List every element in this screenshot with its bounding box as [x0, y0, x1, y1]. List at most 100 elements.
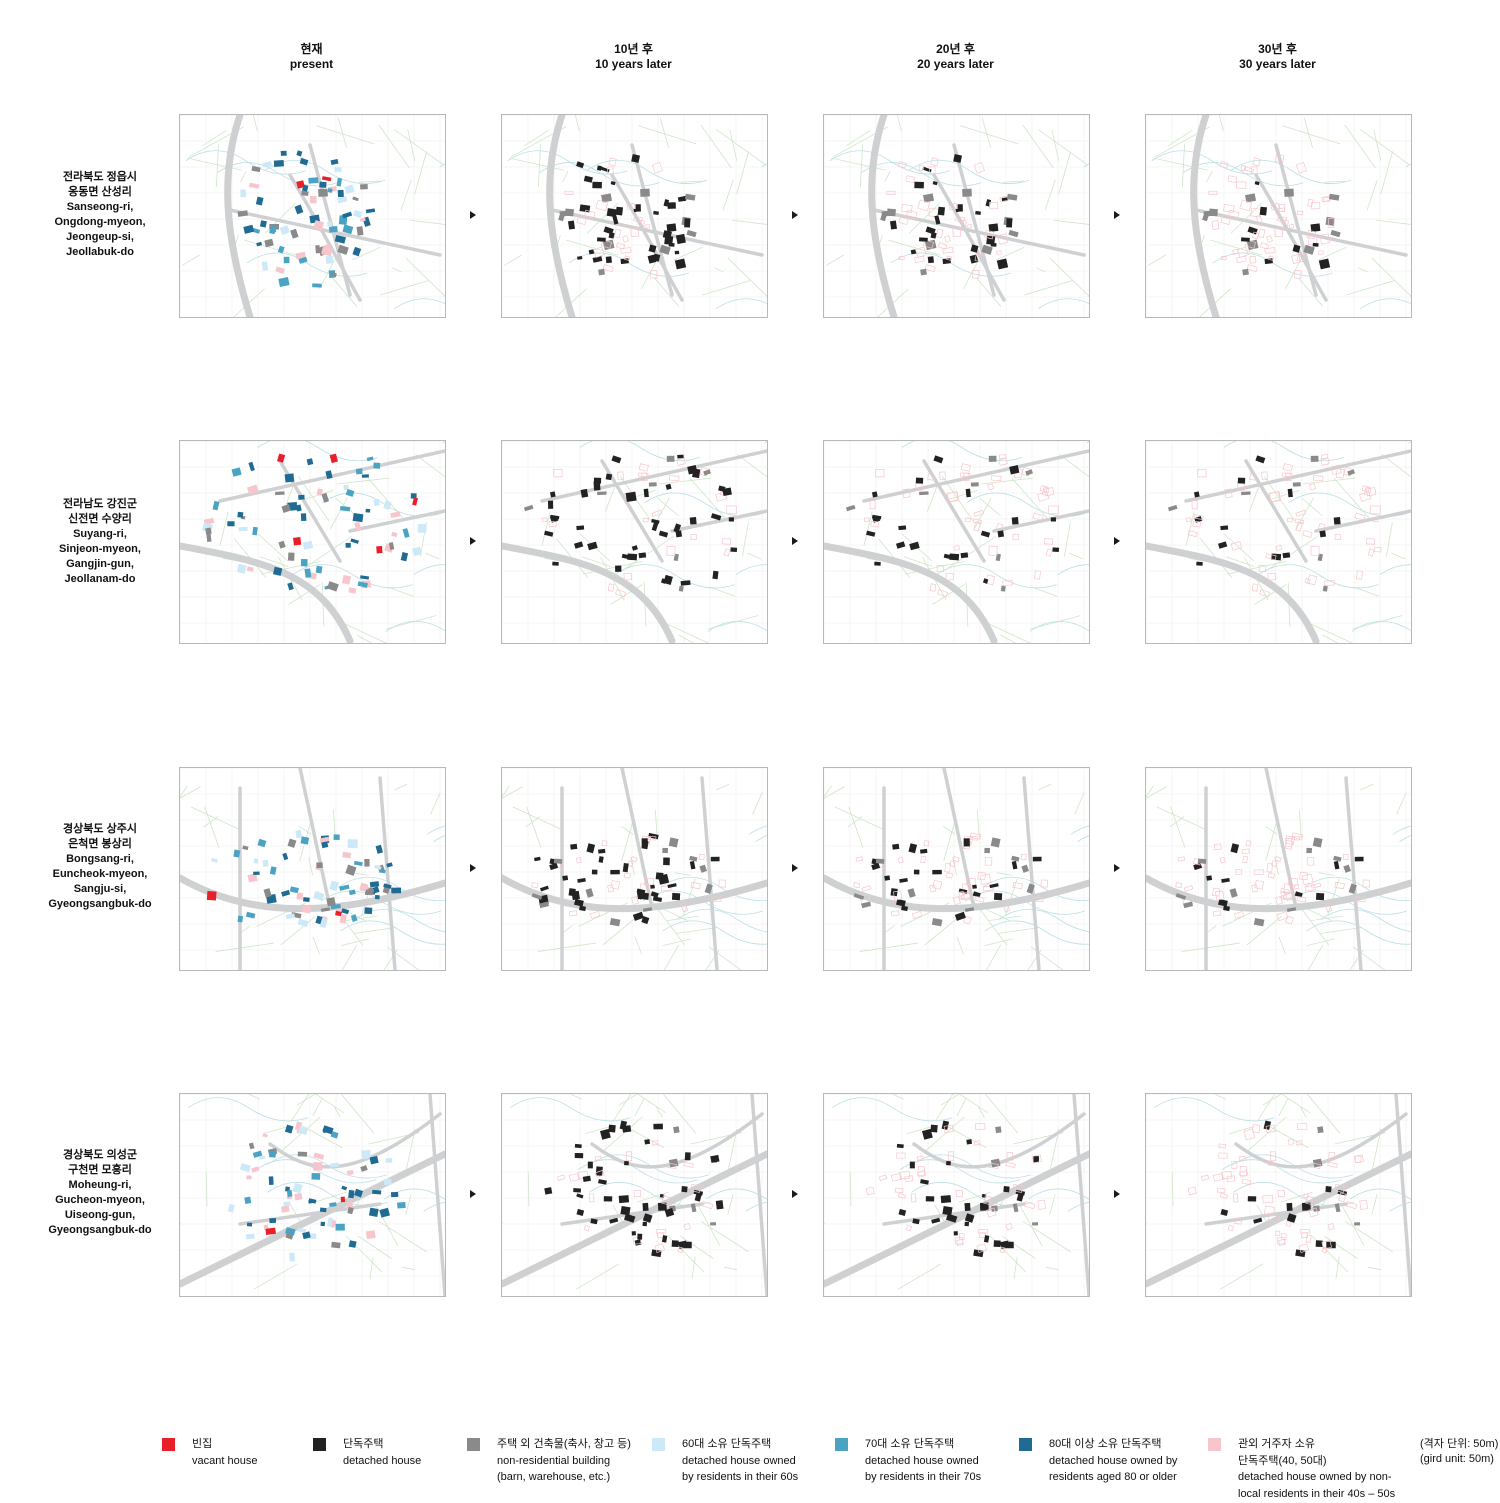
row-label-line: Ongdong-myeon, — [54, 216, 146, 228]
field-parcel-line — [180, 786, 201, 799]
former-building-outline — [657, 1232, 664, 1239]
former-building-outline — [973, 161, 985, 174]
former-building-outline — [1287, 1138, 1295, 1145]
former-building-outline — [622, 235, 629, 243]
building — [684, 218, 691, 228]
former-building-outline — [1284, 915, 1294, 925]
building — [674, 250, 680, 255]
field-parcel-line — [898, 1263, 942, 1290]
former-building-outline — [1187, 530, 1198, 538]
road — [180, 874, 445, 913]
former-building-outline — [1212, 910, 1222, 917]
former-building-outline — [1243, 1128, 1256, 1141]
legend-swatch — [652, 1438, 665, 1451]
former-building-outline — [935, 228, 944, 239]
former-building-outline — [1239, 1169, 1249, 1178]
field-parcel-line — [934, 1204, 946, 1223]
building — [374, 895, 380, 900]
field-parcel-line — [904, 560, 965, 575]
contour-line — [1212, 252, 1333, 277]
former-building-outline — [1227, 1224, 1235, 1232]
building — [1011, 860, 1018, 870]
building — [243, 224, 255, 234]
field-parcel-line — [1307, 944, 1324, 970]
building — [342, 224, 354, 235]
road — [298, 768, 332, 910]
row-label-sanseong: 전라북도 정읍시 옹동면 산성리 Sanseong-ri, Ongdong-my… — [20, 170, 180, 260]
building — [571, 890, 580, 901]
building — [275, 266, 285, 274]
field-parcel-line — [380, 280, 429, 296]
former-building-outline — [875, 468, 885, 478]
field-parcel-line — [332, 277, 358, 307]
former-building-outline — [990, 475, 1002, 482]
field-parcel-line — [333, 1106, 341, 1118]
former-building-outline — [1288, 223, 1295, 229]
former-building-outline — [1291, 832, 1304, 840]
former-building-outline — [1277, 1189, 1286, 1198]
field-parcel-line — [312, 936, 321, 955]
field-parcel-line — [1230, 202, 1262, 234]
building — [337, 244, 349, 255]
row-label-line: Sinjeon-myeon, — [59, 543, 141, 555]
field-parcel-line — [1053, 219, 1089, 225]
former-building-outline — [929, 583, 937, 592]
field-parcel-line — [1248, 485, 1260, 512]
building — [687, 465, 698, 475]
contour-line — [385, 621, 445, 632]
building — [383, 883, 392, 889]
road — [922, 459, 986, 563]
former-building-outline — [1187, 1186, 1197, 1196]
building — [303, 897, 310, 903]
former-building-outline — [996, 250, 1002, 255]
building — [298, 1126, 309, 1135]
former-building-outline — [905, 209, 918, 220]
former-building-outline — [1186, 517, 1192, 522]
building — [1003, 1186, 1010, 1193]
field-parcel-line — [981, 906, 1011, 922]
contour-line — [745, 1201, 767, 1212]
field-parcel-line — [574, 115, 580, 132]
road — [868, 115, 898, 317]
contour-line — [908, 159, 1030, 184]
building — [853, 893, 865, 900]
former-building-outline — [1302, 530, 1313, 538]
field-parcel-line — [512, 806, 564, 831]
building — [308, 1199, 315, 1204]
building — [704, 883, 713, 894]
former-building-outline — [630, 856, 638, 863]
building — [643, 488, 649, 498]
field-parcel-line — [1049, 1128, 1060, 1173]
former-building-outline — [902, 488, 911, 499]
field-parcel-line — [409, 219, 445, 225]
former-building-outline — [1365, 538, 1376, 545]
building — [348, 587, 357, 594]
village-map-r3-c2 — [501, 767, 768, 971]
building — [970, 244, 979, 253]
building — [544, 530, 554, 537]
field-parcel-line — [1306, 938, 1335, 946]
building — [211, 857, 218, 863]
building — [360, 184, 368, 190]
building — [1322, 585, 1328, 592]
legend-line: non-residential building — [497, 1454, 611, 1467]
former-building-outline — [683, 1222, 691, 1231]
former-building-outline — [623, 872, 631, 879]
field-parcel-line — [722, 179, 734, 211]
former-building-outline — [1213, 843, 1222, 851]
building — [275, 491, 285, 496]
former-building-outline — [920, 855, 927, 864]
former-building-outline — [1295, 161, 1307, 174]
former-building-outline — [905, 1224, 913, 1232]
field-parcel-line — [1353, 586, 1380, 597]
former-building-outline — [942, 247, 954, 254]
building — [245, 911, 256, 919]
former-building-outline — [556, 1174, 566, 1181]
field-parcel-line — [190, 806, 242, 831]
field-parcel-line — [926, 485, 938, 512]
field-parcel-line — [244, 239, 296, 256]
former-building-outline — [1045, 548, 1053, 557]
contour-line — [338, 876, 445, 901]
field-parcel-line — [1045, 1266, 1059, 1271]
field-parcel-line — [296, 1094, 317, 1106]
